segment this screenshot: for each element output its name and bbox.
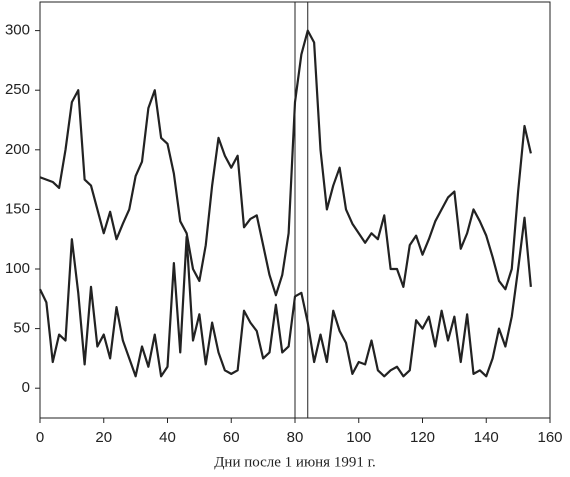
x-tick-label: 80 — [287, 429, 304, 446]
x-tick-label: 140 — [474, 429, 499, 446]
y-tick-label: 100 — [5, 260, 30, 277]
x-tick-label: 20 — [95, 429, 112, 446]
data-line — [39, 216, 532, 378]
x-tick-label: 160 — [537, 429, 562, 446]
y-tick-label: 200 — [5, 141, 30, 158]
y-tick-label: 50 — [13, 320, 30, 337]
x-tick-label: 0 — [36, 429, 44, 446]
x-tick-label: 120 — [410, 429, 435, 446]
data-line — [39, 29, 532, 297]
x-tick-label: 40 — [159, 429, 176, 446]
y-tick-label: 300 — [5, 22, 30, 39]
x-tick-label: 100 — [346, 429, 371, 446]
y-tick-label: 0 — [22, 379, 30, 396]
y-tick-label: 150 — [5, 200, 30, 217]
x-tick-label: 60 — [223, 429, 240, 446]
x-axis-label: Дни после 1 июня 1991 г. — [214, 454, 376, 470]
y-tick-label: 250 — [5, 81, 30, 98]
